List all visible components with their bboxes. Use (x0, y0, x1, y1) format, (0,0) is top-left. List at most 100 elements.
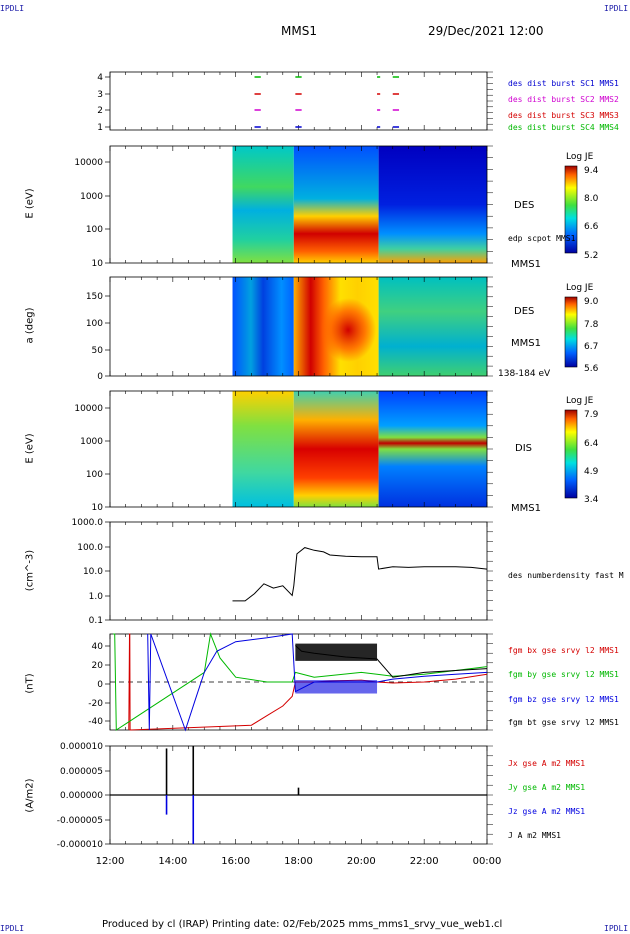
ylabel-des-pitch: a (deg) (24, 307, 36, 344)
des-sub-label: MMS1 (511, 259, 541, 270)
cbar1-tick-2: 8.0 (584, 194, 599, 204)
ytick-label: 0.000010 (60, 742, 103, 752)
ytick-label: -40 (88, 717, 103, 727)
xaxis-label: 18:00 (284, 856, 313, 867)
ytick-label: 100.0 (77, 543, 103, 553)
bfield-line-2 (147, 633, 488, 732)
des-energy-block-2 (293, 146, 379, 263)
ytick-label: -20 (88, 699, 103, 709)
by-legend: fgm by gse srvy l2 MMS1 (508, 670, 619, 679)
bz-noise-band (295, 680, 378, 694)
ylabel-des-energy: E (eV) (24, 188, 36, 219)
ytick-label: 10.0 (83, 567, 103, 577)
colorbar-1 (564, 165, 578, 254)
lines-layer (110, 76, 488, 844)
ytick-label: 1.0 (89, 592, 104, 602)
jz-legend: Jz gse A m2 MMS1 (508, 807, 586, 816)
xaxis-label: 14:00 (158, 856, 187, 867)
cbar3-tick-1: 7.9 (584, 410, 599, 420)
xaxis-label: 00:00 (473, 856, 502, 867)
ytick-label: 150 (86, 292, 103, 302)
ytick-label: 20 (92, 661, 104, 671)
ytick-label: 0.1 (89, 616, 103, 626)
colorbar-2 (564, 296, 578, 368)
cbar2-tick-3: 6.7 (584, 342, 599, 352)
ytick-label: -0.000010 (57, 840, 103, 850)
cbar1-tick-3: 6.6 (584, 222, 599, 232)
ytick-label: 100 (86, 319, 103, 329)
burst-legend-1: des dist burst SC1 MMS1 (508, 79, 619, 88)
ytick-label: 4 (97, 73, 103, 83)
corner-label-top-left: IPDLI (0, 4, 25, 13)
ytick-label: 3 (97, 90, 103, 100)
des-pitch-sub-label: MMS1 (511, 338, 541, 349)
des-energy-block-1 (232, 146, 294, 263)
ylabel-density: (cm^-3) (24, 549, 36, 592)
bt-legend: fgm bt gse srvy l2 MMS1 (508, 718, 619, 727)
ytick-label: 1000 (80, 437, 103, 447)
footer-text: Produced by cl (IRAP) Printing date: 02/… (102, 919, 503, 930)
dis-sub-label: MMS1 (511, 503, 541, 514)
bx-legend: fgm bx gse srvy l2 MMS1 (508, 646, 619, 655)
ytick-label: 100 (86, 470, 103, 480)
jx-legend: Jx gse A m2 MMS1 (508, 759, 586, 768)
des-label: DES (514, 200, 535, 211)
des-pitch-block-1 (232, 277, 294, 376)
j-legend: J A m2 MMS1 (508, 831, 561, 840)
burst-legend-3: des dist burst SC3 MMS3 (508, 111, 619, 120)
cbar3-tick-3: 4.9 (584, 467, 599, 477)
corner-label-bottom-right: IPDLI (604, 924, 629, 933)
xaxis-label: 20:00 (347, 856, 376, 867)
ytick-label: 1000 (80, 192, 103, 202)
density-line (232, 547, 488, 602)
cbar1-tick-1: 9.4 (584, 166, 599, 176)
cbar2-title: Log JE (566, 283, 594, 293)
ytick-label: 1 (97, 123, 103, 133)
cbar3-tick-2: 6.4 (584, 439, 599, 449)
dis-energy-block-1 (232, 391, 294, 507)
cbar2-tick-1: 9.0 (584, 297, 599, 307)
density-legend: des numberdensity fast M (508, 571, 624, 580)
ytick-label: 50 (92, 346, 104, 356)
ytick-label: 40 (92, 642, 104, 652)
scpot-legend: edp scpot MMS1 (508, 234, 576, 243)
des-pitch-label: DES (514, 306, 535, 317)
ytick-label: 10 (92, 259, 104, 269)
ytick-label: 10 (92, 503, 104, 513)
burst-legend-4: des dist burst SC4 MMS4 (508, 123, 619, 132)
cbar1-title: Log JE (566, 152, 594, 162)
ytick-label: 10000 (74, 404, 103, 414)
ylabel-bfield: (nT) (24, 673, 36, 694)
ylabel-current: (A/m2) (24, 778, 36, 813)
bz-legend: fgm bz gse srvy l2 MMS1 (508, 695, 619, 704)
cbar2-tick-2: 7.8 (584, 320, 599, 330)
dis-energy-block-3 (378, 391, 487, 507)
ytick-label: 0.000000 (60, 791, 103, 801)
ytick-label: 1000.0 (72, 518, 104, 528)
des-pitch-block-3 (378, 277, 487, 376)
corner-label-top-right: IPDLI (604, 4, 629, 13)
cbar1-tick-4: 5.2 (584, 251, 599, 261)
xaxis-label: 16:00 (221, 856, 250, 867)
xaxis-label: 12:00 (96, 856, 125, 867)
xaxis-label: 22:00 (410, 856, 439, 867)
dis-label: DIS (515, 443, 532, 454)
ytick-label: 0 (97, 372, 103, 382)
ytick-label: 0.000005 (60, 767, 103, 777)
jy-legend: Jy gse A m2 MMS1 (508, 783, 586, 792)
datetime-title: 29/Dec/2021 12:00 (428, 24, 544, 38)
spectrogram-layer (232, 146, 487, 507)
bt-noise-band (295, 643, 378, 661)
energy-range-note: 138-184 eV (498, 369, 551, 379)
colorbar-3 (564, 409, 578, 499)
ytick-label: 100 (86, 225, 103, 235)
des-pitch-hotspot (320, 298, 377, 362)
corner-label-bottom-left: IPDLI (0, 924, 25, 933)
panel-frame-4 (109, 521, 488, 621)
ytick-label: 0 (97, 680, 103, 690)
ylabel-dis-energy: E (eV) (24, 433, 36, 464)
ytick-label: 10000 (74, 158, 103, 168)
burst-legend-2: des dist burst SC2 MMS2 (508, 95, 619, 104)
ytick-label: -0.000005 (57, 816, 103, 826)
cbar3-title: Log JE (566, 396, 594, 406)
